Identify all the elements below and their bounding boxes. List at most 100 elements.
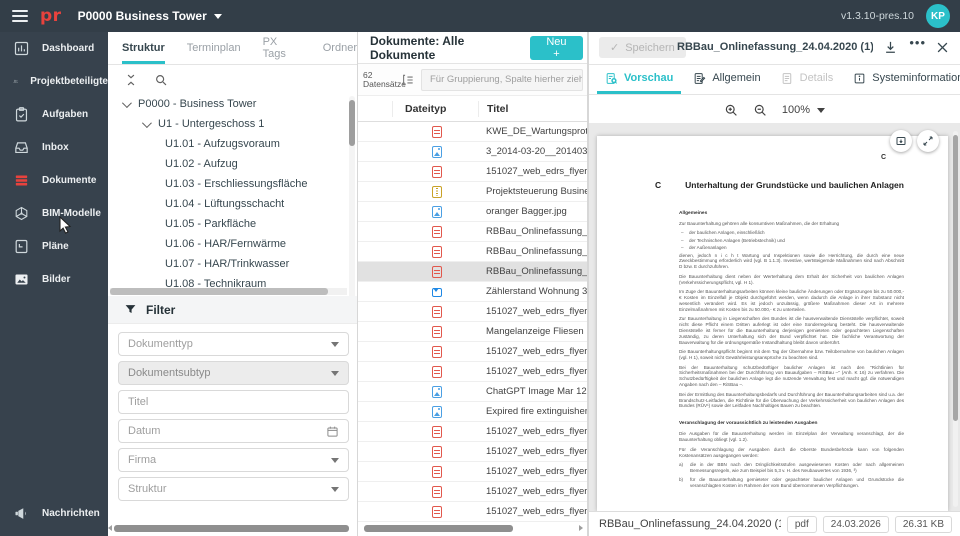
filter-field[interactable]: Dokumentsubtyp [118,361,349,385]
document-row[interactable]: 151027_web_edrs_flyer_docm [358,302,587,322]
sidebar-item-plaene[interactable]: Pläne [0,230,108,263]
preview-area: C C Unterhaltung der Grundstücke und bau… [589,123,960,511]
sidebar-item-aufgaben[interactable]: Aufgaben [0,98,108,131]
document-row[interactable]: 151027_web_edrs_flyer_docm [358,442,587,462]
search-icon[interactable] [154,73,168,87]
new-document-button[interactable]: Neu + [529,35,583,60]
download-icon[interactable] [883,40,898,55]
grouping-dropzone[interactable]: Für Gruppierung, Spalte hierher ziehen [421,68,583,91]
sidebar-item-inbox[interactable]: Inbox [0,131,108,164]
tree-horizontal-scrollbar[interactable] [110,288,347,295]
document-row[interactable]: 151027_web_edrs_flyer_docm [358,422,587,442]
sidebar-item-bilder[interactable]: Bilder [0,263,108,296]
tree-node-label: U1.07 - HAR/Trinkwasser [165,258,290,270]
document-row[interactable]: RBBau_Onlinefassung_24.04. [358,242,587,262]
document-row[interactable]: Zählerstand Wohnung 3.msg [358,282,587,302]
tab-allgemein[interactable]: Allgemein [685,65,768,94]
preview-vertical-scrollbar[interactable] [953,131,958,507]
file-date-badge: 24.03.2026 [822,515,889,533]
sidebar-item-nachrichten[interactable]: Nachrichten [0,497,108,530]
document-row[interactable]: 151027_web_edrs_flyer_docm [358,162,587,182]
tree-node[interactable]: U1.04 - Lüftungsschacht [108,194,347,214]
project-selector[interactable]: P0000 Business Tower [78,9,222,23]
tree-node-label: U1.06 - HAR/Fernwärme [165,238,287,250]
more-options-icon[interactable]: ••• [909,35,926,50]
document-title: Expired fire extinguisher in o [486,406,587,417]
filter-horizontal-scrollbar[interactable] [108,524,349,532]
tab-px-tags[interactable]: PX Tags [262,35,286,60]
avatar[interactable]: KP [926,4,950,28]
column-dateityp[interactable]: Dateityp [392,100,478,117]
sidebar-item-projektbeteiligte[interactable]: Projektbeteiligte [0,65,108,98]
pdf-paragraph: – der baulichen Anlagen, einschließlich [681,230,904,236]
tree-node[interactable]: U1.02 - Aufzug [108,154,347,174]
group-by-icon[interactable] [401,73,415,87]
document-row[interactable]: KWE_DE_Wartungsprotokoll_ [358,122,587,142]
pdf-paragraph-text: der Technischen Anlagen (Betriebstechnik… [689,237,785,243]
pdf-paragraph-text: Allgemeines [679,211,708,216]
document-row[interactable]: RBBau_Onlinefassung_24.04. [358,262,587,282]
filter-header: Filter [108,296,357,324]
pdf-paragraph-text: der Außenanlagen [689,245,727,251]
tree-node[interactable]: U1.08 - Technikraum [108,274,347,294]
filter-fields: Dokumenttyp Dokumentsubtyp Titel Datum [118,332,349,506]
fit-to-page-icon [896,137,906,145]
document-row[interactable]: oranger Bagger.jpg [358,202,587,222]
close-icon[interactable] [935,40,950,55]
filter-field-placeholder: Datum [128,425,161,437]
tab-systeminformationen[interactable]: Systeminformationen [845,65,960,94]
zoom-in-icon[interactable] [724,103,739,118]
zoom-level-selector[interactable]: 100% [782,104,826,116]
table-horizontal-scrollbar[interactable] [364,524,583,532]
tree-node[interactable]: U1.07 - HAR/Trinkwasser [108,254,347,274]
filter-field[interactable]: Struktur [118,477,349,501]
column-titel[interactable]: Titel [478,100,587,117]
tree-node[interactable]: U1.06 - HAR/Fernwärme [108,234,347,254]
document-row[interactable]: Projektsteuerung Business To [358,182,587,202]
document-row[interactable]: RBBau_Onlinefassung_24.04. [358,222,587,242]
save-button[interactable]: ✓ Speichern [599,37,686,58]
document-title: Projektsteuerung Business To [486,186,587,197]
document-row[interactable]: 3_2014-03-20__20140320_16 [358,142,587,162]
filter-field[interactable]: Firma [118,448,349,472]
structure-panel: Struktur Terminplan PX Tags Ordner P0000… [108,32,358,536]
document-row[interactable]: 151027_web_edrs_flyer_docm [358,502,587,522]
document-row[interactable]: 151027_web_edrs_flyer_docm [358,342,587,362]
document-row[interactable]: 151027_web_edrs_flyer_docm [358,362,587,382]
tab-struktur[interactable]: Struktur [122,32,165,64]
edit-doc-icon [694,72,706,84]
expand-button[interactable] [917,130,939,152]
menu-icon[interactable] [12,7,28,25]
tab-terminplan[interactable]: Terminplan [186,41,241,54]
sidebar-item-dokumente[interactable]: Dokumente [0,164,108,197]
filter-field[interactable]: Datum [118,419,349,443]
tab-ordner[interactable]: Ordner [322,41,357,54]
top-bar: pr P0000 Business Tower v1.3.10-pres.10 … [0,0,960,32]
filter-field[interactable]: Titel [118,390,349,414]
pdf-paragraph-text: Bei der Bauunterhaltung schutzbedürftige… [679,364,904,388]
tree-vertical-scrollbar[interactable] [349,96,355,318]
filter-field[interactable]: Dokumenttyp [118,332,349,356]
tree-node[interactable]: P0000 - Business Tower [108,94,347,114]
tree-node[interactable]: U1.01 - Aufzugsvoraum [108,134,347,154]
tree-node[interactable]: U1.03 - Erschliessungsfläche [108,174,347,194]
collapse-all-icon[interactable] [124,73,138,87]
sidebar-item-bim-modelle[interactable]: BIM-Modelle [0,197,108,230]
sidebar-item-dashboard[interactable]: Dashboard [0,32,108,65]
document-row[interactable]: ChatGPT Image Mar 12, 2026 [358,382,587,402]
document-row[interactable]: Expired fire extinguisher in o [358,402,587,422]
document-row[interactable]: 151027_web_edrs_flyer_docm [358,482,587,502]
document-row[interactable]: 151027_web_edrs_flyer_docm [358,462,587,482]
tree-node[interactable]: U1.05 - Parkfläche [108,214,347,234]
fit-to-page-button[interactable] [890,130,912,152]
tree-node[interactable]: U1 - Untergeschoss 1 [108,114,347,134]
tab-vorschau[interactable]: Vorschau [597,65,682,94]
zoom-out-icon[interactable] [753,103,768,118]
pdf-paragraph-text: der baulichen Anlagen, einschließlich [689,230,765,236]
tab-details[interactable]: Details [773,65,842,94]
pdf-heading: C Unterhaltung der Grundstücke und bauli… [655,180,908,190]
structure-tabs: Struktur Terminplan PX Tags Ordner [108,32,357,65]
pdf-paragraph: 2.2 Für die Veranschlagung der Ausgaben … [679,447,904,459]
file-type-icon [432,225,442,238]
document-row[interactable]: Mangelanzeige Fliesen Flink. [358,322,587,342]
